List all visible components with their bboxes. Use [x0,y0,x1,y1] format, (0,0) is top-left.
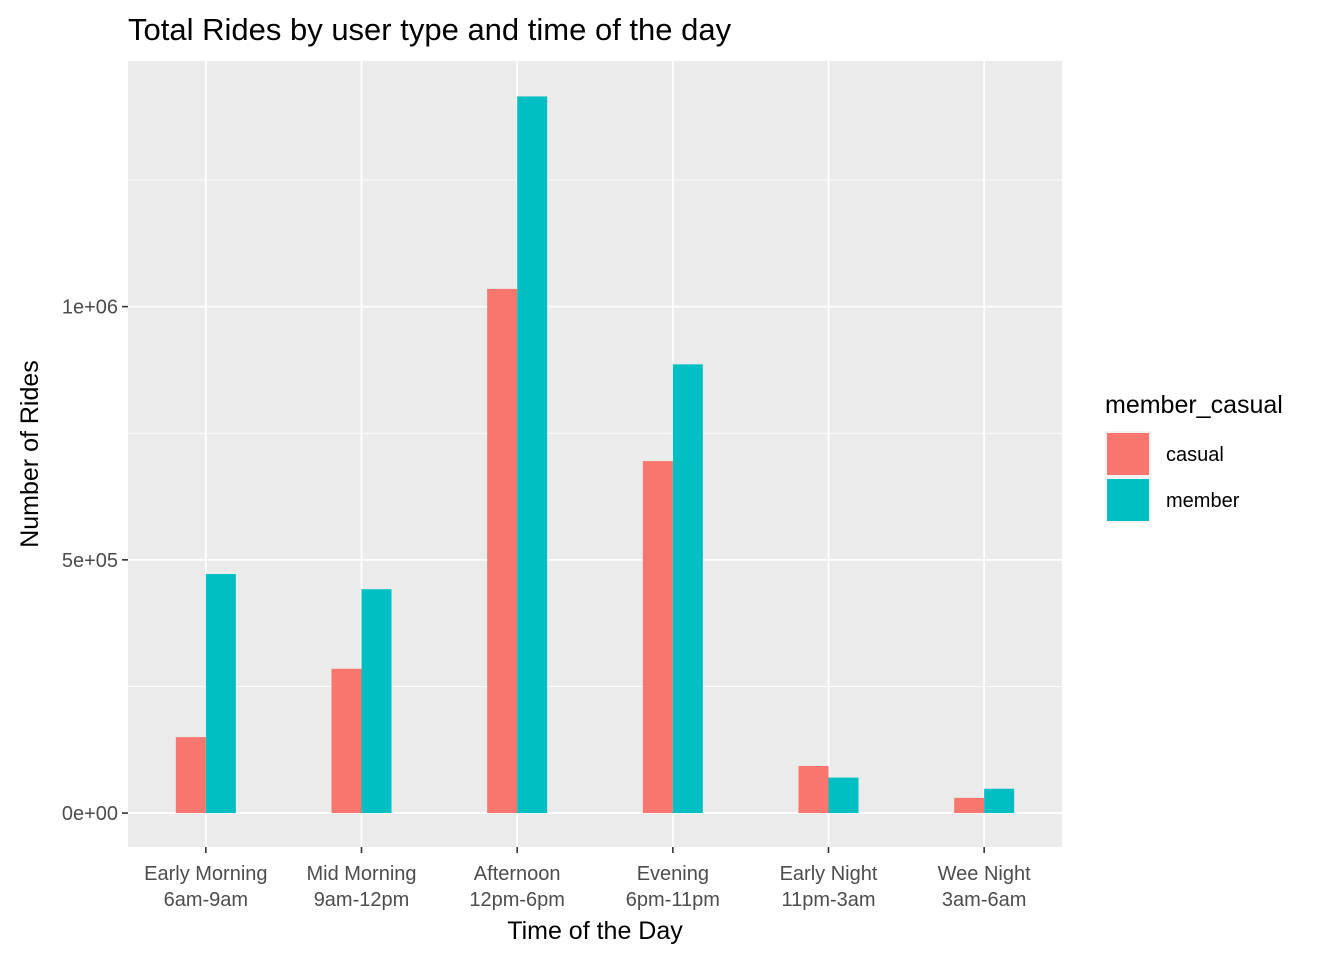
bar-casual [175,737,206,814]
x-tick-label: Mid Morning [306,863,416,885]
legend-swatch-member [1107,479,1149,521]
bar-casual [954,797,985,814]
plot-panel [128,61,1062,847]
bar-casual [331,668,362,814]
x-tick-label: 9am-12pm [314,889,410,911]
bar-casual [642,461,673,814]
x-tick-label: Early Night [780,863,878,885]
bar-member [828,777,859,814]
x-axis-title: Time of the Day [507,917,683,945]
legend-label: member [1166,490,1240,512]
legend-swatch-casual [1107,433,1149,475]
y-tick-label: 1e+06 [62,297,118,319]
x-tick-label: Wee Night [938,863,1031,885]
y-tick-label: 5e+05 [62,550,118,572]
bar-member [205,574,236,814]
x-tick-label: Early Morning [144,863,267,885]
x-tick-label: 11pm-3am [781,889,875,911]
bars [175,96,1015,814]
x-tick-label: 3am-6am [942,889,1026,911]
y-axis: 0e+00 5e+05 1e+06 [62,297,128,825]
x-axis: Early Morning 6am-9am Mid Morning 9am-12pm A… [144,847,1031,911]
x-tick-label: Evening [637,863,709,885]
legend: member_casual casual member [1105,391,1283,523]
bar-casual [798,765,829,814]
bar-member [361,589,392,814]
legend-label: casual [1166,444,1224,466]
bar-member [672,364,703,814]
bar-casual [487,288,518,814]
bar-member [984,788,1015,814]
x-tick-label: 6am-9am [164,889,248,911]
y-axis-title: Number of Rides [16,360,44,548]
y-tick-label: 0e+00 [62,803,118,825]
chart-title: Total Rides by user type and time of the… [128,12,732,47]
bar-member [517,96,548,814]
x-tick-label: 6pm-11pm [626,889,720,911]
x-tick-label: 12pm-6pm [469,889,565,911]
x-tick-label: Afternoon [474,863,561,885]
legend-title: member_casual [1105,391,1283,419]
minor-gridlines [128,179,1062,687]
